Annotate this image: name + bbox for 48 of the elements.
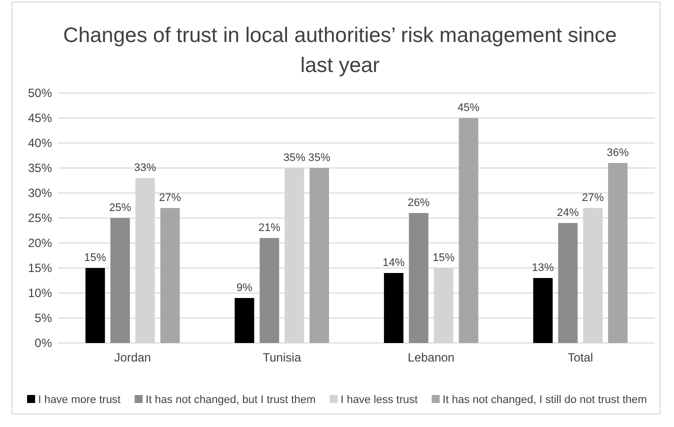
- chart-title: Changes of trust in local authorities’ risk management since last year: [63, 24, 617, 77]
- legend-label: It has not changed, I still do not trust them: [442, 394, 647, 406]
- y-tick-label: 30%: [28, 186, 52, 200]
- y-tick-label: 45%: [28, 110, 52, 125]
- bar: [533, 278, 553, 343]
- bar: [85, 268, 105, 343]
- data-label: 9%: [236, 282, 253, 294]
- bar: [110, 218, 130, 343]
- data-label: 27%: [159, 192, 182, 204]
- data-label: 35%: [308, 152, 331, 164]
- bar: [260, 238, 280, 343]
- data-label: 21%: [258, 222, 281, 234]
- y-tick-label: 15%: [28, 260, 52, 275]
- legend-label: It has not changed, but I trust them: [146, 394, 316, 406]
- bar: [608, 163, 628, 343]
- data-label: 24%: [556, 207, 580, 219]
- bar: [160, 208, 180, 343]
- x-tick-label: Jordan: [114, 350, 151, 365]
- data-label: 35%: [283, 152, 306, 164]
- y-tick-label: 35%: [28, 160, 52, 175]
- y-tick-label: 10%: [28, 286, 52, 300]
- y-tick-label: 50%: [28, 86, 52, 100]
- data-label: 27%: [582, 192, 604, 204]
- data-label: 15%: [84, 252, 106, 264]
- y-tick-label: 20%: [28, 236, 52, 250]
- x-tick-label: Tunisia: [262, 350, 302, 365]
- bar: [458, 118, 478, 343]
- x-tick-label: Total: [568, 350, 594, 365]
- data-label: 14%: [382, 257, 405, 269]
- legend-label: I have more trust: [38, 394, 121, 406]
- legend-label: I have less trust: [340, 394, 418, 406]
- bar: [558, 223, 578, 343]
- data-label: 13%: [532, 262, 554, 274]
- y-tick-label: 5%: [34, 310, 52, 325]
- data-label: 15%: [432, 252, 455, 264]
- y-tick-label: 0%: [34, 336, 52, 350]
- x-tick-label: Lebanon: [408, 350, 454, 365]
- bar: [310, 168, 330, 343]
- data-label: 45%: [458, 102, 480, 114]
- y-tick-label: 40%: [28, 136, 52, 150]
- bar: [384, 273, 404, 343]
- y-tick-label: 25%: [28, 210, 52, 225]
- data-label: 33%: [134, 162, 156, 174]
- data-label: 25%: [109, 202, 132, 214]
- bar: [234, 298, 254, 343]
- bar: [408, 213, 428, 343]
- data-label: 26%: [408, 197, 430, 209]
- data-label: 36%: [606, 147, 630, 159]
